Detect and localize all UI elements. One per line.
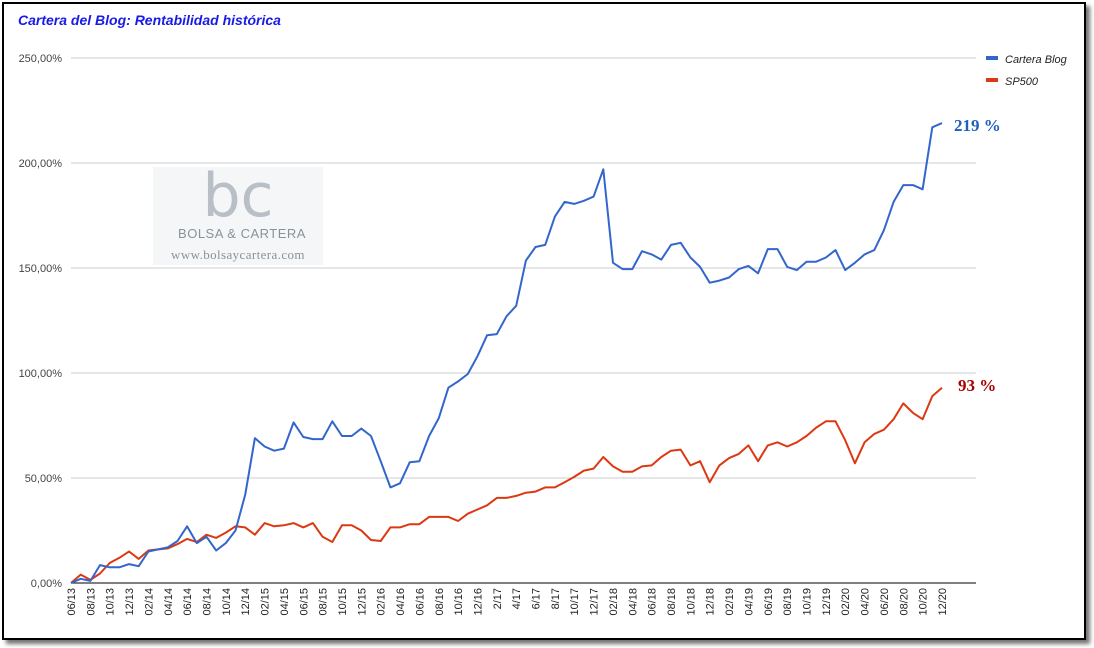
x-tick-label: 08/18 bbox=[666, 588, 678, 616]
x-tick-label: 12/17 bbox=[589, 588, 601, 616]
x-tick-label: 12/19 bbox=[821, 588, 833, 616]
x-tick-label: 10/13 bbox=[105, 588, 117, 616]
x-tick-label: 06/20 bbox=[879, 588, 891, 616]
x-tick-label: 02/18 bbox=[608, 588, 620, 616]
x-tick-label: 12/20 bbox=[937, 588, 949, 616]
watermark-url: www.bolsaycartera.com bbox=[171, 247, 305, 262]
x-tick-label: 12/16 bbox=[472, 588, 484, 616]
x-tick-label: 08/14 bbox=[201, 588, 213, 616]
x-tick-label: 06/19 bbox=[763, 588, 775, 616]
x-tick-label: 4/17 bbox=[511, 588, 523, 609]
x-tick-label: 06/16 bbox=[414, 588, 426, 616]
y-tick-label: 150,00% bbox=[19, 263, 63, 275]
chart-title: Cartera del Blog: Rentabilidad histórica bbox=[18, 12, 281, 28]
x-tick-label: 02/20 bbox=[840, 588, 852, 616]
y-tick-label: 100,00% bbox=[19, 368, 63, 380]
x-tick-label: 06/13 bbox=[66, 588, 78, 616]
x-tick-label: 10/16 bbox=[453, 588, 465, 616]
legend-swatch-cartera-blog bbox=[986, 56, 998, 60]
legend-label-sp500: SP500 bbox=[1005, 76, 1039, 88]
y-axis-ticks: 0,00% 50,00% 100,00% 150,00% 200,00% 250,00% bbox=[19, 53, 63, 590]
watermark-name: BOLSA & CARTERA bbox=[178, 226, 306, 241]
end-label-sp500: 93 % bbox=[958, 376, 996, 395]
series-line-cartera-blog bbox=[70, 122, 943, 584]
legend-swatch-sp500 bbox=[986, 78, 998, 82]
legend-item-sp500: SP500 bbox=[986, 76, 1039, 88]
x-tick-label: 8/17 bbox=[550, 588, 562, 609]
x-tick-label: 02/16 bbox=[376, 588, 388, 616]
legend-label-cartera-blog: Cartera Blog bbox=[1005, 54, 1068, 66]
x-tick-label: 12/18 bbox=[705, 588, 717, 616]
x-tick-label: 04/15 bbox=[279, 588, 291, 616]
watermark-logo: bc bbox=[202, 161, 273, 231]
x-tick-label: 10/19 bbox=[802, 588, 814, 616]
x-tick-label: 08/20 bbox=[898, 588, 910, 616]
x-tick-label: 10/20 bbox=[918, 588, 930, 616]
watermark: bc BOLSA & CARTERA www.bolsaycartera.com bbox=[153, 161, 323, 265]
x-tick-label: 08/19 bbox=[782, 588, 794, 616]
legend-item-cartera-blog: Cartera Blog bbox=[986, 54, 1068, 66]
x-tick-label: 04/18 bbox=[627, 588, 639, 616]
y-tick-label: 200,00% bbox=[19, 158, 63, 170]
x-tick-label: 12/14 bbox=[240, 588, 252, 616]
x-tick-label: 06/15 bbox=[298, 588, 310, 616]
x-tick-label: 12/13 bbox=[124, 588, 136, 616]
x-tick-label: 08/16 bbox=[434, 588, 446, 616]
watermark-background bbox=[153, 167, 323, 265]
x-tick-label: 08/13 bbox=[85, 588, 97, 616]
y-tick-label: 50,00% bbox=[25, 473, 63, 485]
y-tick-label: 250,00% bbox=[19, 53, 63, 65]
x-tick-label: 12/15 bbox=[356, 588, 368, 616]
x-tick-label: 04/19 bbox=[743, 588, 755, 616]
x-tick-label: 10/17 bbox=[569, 588, 581, 616]
x-tick-label: 08/15 bbox=[318, 588, 330, 616]
x-tick-label: 04/14 bbox=[163, 588, 175, 616]
x-tick-label: 10/15 bbox=[337, 588, 349, 616]
x-tick-label: 02/15 bbox=[260, 588, 272, 616]
x-tick-label: 06/14 bbox=[182, 588, 194, 616]
x-tick-label: 02/14 bbox=[143, 588, 155, 616]
x-tick-label: 10/18 bbox=[685, 588, 697, 616]
series-line-sp500 bbox=[70, 386, 943, 584]
x-tick-label: 04/16 bbox=[395, 588, 407, 616]
x-tick-label: 6/17 bbox=[531, 588, 543, 609]
x-tick-label: 06/18 bbox=[647, 588, 659, 616]
end-label-cartera-blog: 219 % bbox=[954, 116, 1001, 135]
x-tick-label: 02/19 bbox=[724, 588, 736, 616]
y-tick-label: 0,00% bbox=[31, 578, 62, 590]
gridlines bbox=[71, 57, 976, 584]
legend: Cartera Blog SP500 bbox=[986, 54, 1068, 88]
x-tick-label: 2/17 bbox=[492, 588, 504, 609]
series-lines bbox=[70, 122, 943, 584]
x-tick-label: 10/14 bbox=[221, 588, 233, 616]
x-tick-label: 04/20 bbox=[860, 588, 872, 616]
x-axis-ticks: 06/13 08/13 10/13 12/13 02/14 04/14 06/14 08/14… bbox=[66, 588, 949, 616]
